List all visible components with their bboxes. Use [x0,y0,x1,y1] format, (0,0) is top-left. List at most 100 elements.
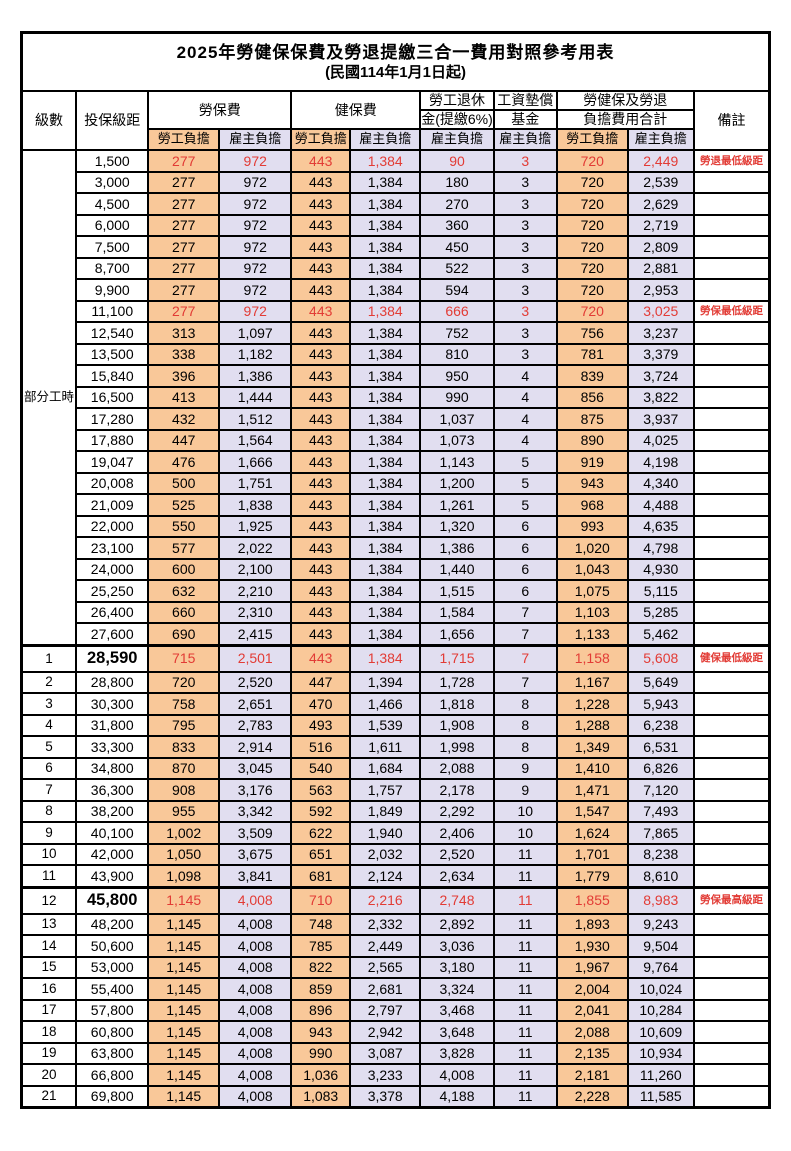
cell-insured-bracket: 40,100 [75,821,150,845]
cell-health-employee: 443 [290,364,352,388]
cell-total-employee: 2,004 [555,977,629,1001]
cell-labor-employee: 1,145 [147,955,221,979]
table-row: 9 40,100 1,002 3,509 622 1,940 2,406 10 1,624 7,8… [20,821,771,845]
cell-pension-employer: 1,320 [419,514,495,538]
cell-labor-employer: 4,008 [218,1020,293,1044]
subheader-labor-employee: 勞工負擔 [147,128,221,151]
table-row: 13 48,200 1,145 4,008 748 2,332 2,892 11 1,893 9,… [20,912,771,936]
cell-health-employer: 1,384 [349,192,422,216]
cell-total-employee: 1,228 [555,692,629,716]
cell-pension-employer: 666 [419,299,495,323]
cell-labor-employee: 908 [147,778,221,802]
cell-wage-fund-employer: 11 [492,864,558,888]
cell-labor-employee: 500 [147,471,221,495]
cell-insured-bracket: 33,300 [75,735,150,759]
cell-health-employee: 443 [290,170,352,194]
cell-pension-employer: 1,656 [419,622,495,646]
cell-health-employer: 1,684 [349,756,422,780]
cell-labor-employer: 3,342 [218,799,293,823]
cell-total-employee: 781 [555,342,629,366]
cell-health-employee: 592 [290,799,352,823]
cell-health-employer: 2,124 [349,864,422,888]
cell-labor-employer: 4,008 [218,885,293,915]
cell-health-employee: 443 [290,450,352,474]
cell-labor-employee: 277 [147,278,221,302]
cell-labor-employer: 2,783 [218,713,293,737]
cell-wage-fund-employer: 3 [492,321,558,345]
cell-health-employee: 943 [290,1020,352,1044]
header-wage-fund-line1: 工資墊償 [492,90,558,111]
cell-insured-bracket: 63,800 [75,1041,150,1065]
cell-health-employer: 1,384 [349,364,422,388]
cell-note [692,713,771,737]
cell-total-employee: 839 [555,364,629,388]
cell-labor-employer: 2,415 [218,622,293,646]
cell-pension-employer: 3,036 [419,934,495,958]
cell-total-employee: 720 [555,192,629,216]
cell-note [692,579,771,603]
cell-insured-bracket: 23,100 [75,536,150,560]
table-row: 7,500 277 972 443 1,384 450 3 720 2,809 [21,235,771,259]
cell-total-employer: 2,449 [626,149,695,173]
cell-insured-bracket: 25,250 [75,579,150,603]
cell-total-employer: 5,115 [626,579,695,603]
cell-total-employer: 3,379 [626,342,695,366]
cell-total-employee: 1,020 [555,536,629,560]
subheader-wage-fund-employer: 雇主負擔 [492,128,558,151]
cell-health-employee: 493 [290,713,352,737]
cell-total-employer: 2,719 [626,213,695,237]
cell-wage-fund-employer: 7 [492,622,558,646]
cell-pension-employer: 1,515 [419,579,495,603]
cell-total-employer: 6,238 [626,713,695,737]
cell-health-employer: 1,849 [349,799,422,823]
cell-pension-employer: 1,908 [419,713,495,737]
cell-labor-employer: 972 [218,235,293,259]
cell-pension-employer: 1,143 [419,450,495,474]
table-row: 4,500 277 972 443 1,384 270 3 720 2,629 [21,192,771,216]
cell-total-employer: 8,610 [626,864,695,888]
cell-labor-employee: 525 [147,493,221,517]
table-row: 4 31,800 795 2,783 493 1,539 1,908 8 1,288 6,238 [20,713,771,737]
cell-wage-fund-employer: 3 [492,342,558,366]
cell-wage-fund-employer: 6 [492,579,558,603]
cell-health-employer: 1,384 [349,342,422,366]
table-row: 18 60,800 1,145 4,008 943 2,942 3,648 11 2,088 10… [20,1020,771,1044]
cell-health-employee: 443 [290,213,352,237]
cell-note [692,514,771,538]
table-row: 16 55,400 1,145 4,008 859 2,681 3,324 11 2,004 10… [20,977,771,1001]
cell-labor-employer: 1,925 [218,514,293,538]
cell-insured-bracket: 6,000 [75,213,150,237]
cell-wage-fund-employer: 3 [492,278,558,302]
cell-total-employer: 5,943 [626,692,695,716]
cell-note [692,557,771,581]
cell-note: 勞保最低級距 [692,299,771,323]
cell-health-employee: 443 [290,643,352,673]
cell-insured-bracket: 4,500 [75,192,150,216]
cell-health-employee: 896 [290,998,352,1022]
cell-total-employer: 3,822 [626,385,695,409]
cell-total-employee: 1,158 [555,643,629,673]
cell-labor-employer: 972 [218,149,293,173]
cell-pension-employer: 1,200 [419,471,495,495]
cell-labor-employer: 972 [218,278,293,302]
cell-health-employee: 443 [290,342,352,366]
cell-note [692,213,771,237]
cell-pension-employer: 3,324 [419,977,495,1001]
cell-total-employee: 943 [555,471,629,495]
cell-wage-fund-employer: 4 [492,407,558,431]
table-row: 17 57,800 1,145 4,008 896 2,797 3,468 11 2,041 10… [20,998,771,1022]
cell-health-employer: 1,384 [349,557,422,581]
header-note: 備註 [692,90,771,151]
cell-total-employer: 8,238 [626,842,695,866]
cell-note [692,342,771,366]
cell-note [692,450,771,474]
cell-note [692,1020,771,1044]
cell-total-employee: 2,135 [555,1041,629,1065]
table-row: 22,000 550 1,925 443 1,384 1,320 6 993 4,635 [21,514,771,538]
cell-labor-employer: 1,512 [218,407,293,431]
cell-insured-bracket: 45,800 [75,885,150,915]
cell-total-employee: 1,967 [555,955,629,979]
cell-insured-bracket: 27,600 [75,622,150,646]
cell-labor-employee: 1,145 [147,1063,221,1087]
cell-pension-employer: 360 [419,213,495,237]
